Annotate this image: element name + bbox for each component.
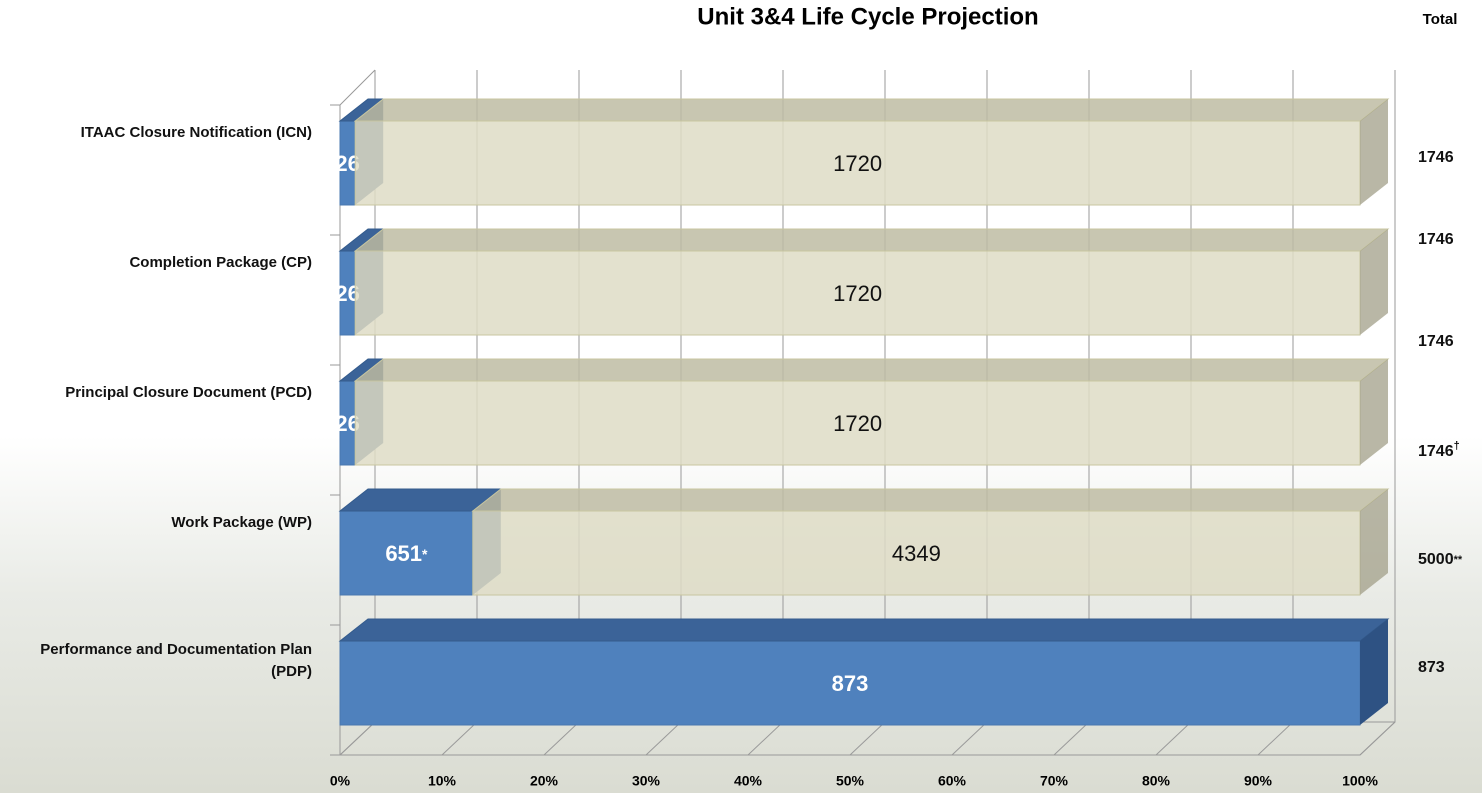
totals-title: Total: [1423, 11, 1458, 28]
chart-title: Unit 3&4 Life Cycle Projection: [697, 3, 1038, 30]
x-tick-label: 60%: [938, 773, 967, 789]
total-label: 1746: [1418, 149, 1454, 166]
bar-top: [355, 229, 1388, 251]
x-tick-label: 40%: [734, 773, 763, 789]
value-label: 1720: [833, 281, 882, 306]
value-label: 873: [832, 671, 869, 696]
total-label: 873: [1418, 659, 1445, 676]
floor-grid-line: [1156, 722, 1191, 755]
floor-grid-line: [952, 722, 987, 755]
floor-grid-line: [1054, 722, 1089, 755]
x-tick-label: 80%: [1142, 773, 1171, 789]
floor-grid-line: [1258, 722, 1293, 755]
category-label: Work Package (WP): [0, 512, 312, 534]
total-label: 1746: [1418, 231, 1454, 248]
x-tick-label: 10%: [428, 773, 457, 789]
x-tick-label: 30%: [632, 773, 661, 789]
floor-grid-line: [748, 722, 783, 755]
bar-top: [355, 359, 1388, 381]
category-label: Principal Closure Document (PCD): [0, 382, 312, 404]
bar-top: [473, 489, 1388, 511]
floor-grid-line: [340, 722, 375, 755]
x-tick-label: 70%: [1040, 773, 1069, 789]
total-label: 1746†: [1418, 440, 1460, 460]
x-tick-label: 20%: [530, 773, 559, 789]
value-label: 1720: [833, 151, 882, 176]
x-tick-label: 90%: [1244, 773, 1273, 789]
value-label: 4349: [892, 541, 941, 566]
x-tick-label: 50%: [836, 773, 865, 789]
category-label: Performance and Documentation Plan (PDP): [0, 639, 312, 683]
value-label: 651*: [385, 541, 428, 566]
total-label: 5000**: [1418, 551, 1463, 568]
bar-top: [340, 619, 1388, 641]
floor-grid-line: [850, 722, 885, 755]
category-label: Completion Package (CP): [0, 252, 312, 274]
bar-top: [355, 99, 1388, 121]
category-label: ITAAC Closure Notification (ICN): [0, 122, 312, 144]
x-tick-label: 100%: [1342, 773, 1378, 789]
floor-grid-line: [646, 722, 681, 755]
floor-grid-line: [442, 722, 477, 755]
x-tick-label: 0%: [330, 773, 351, 789]
value-label: 1720: [833, 411, 882, 436]
floor-grid-line: [1360, 722, 1395, 755]
floor-grid-line: [544, 722, 579, 755]
total-label: 1746: [1418, 333, 1454, 350]
page: Unit 3&4 Life Cycle Projection Total 0% 1…: [0, 0, 1482, 793]
